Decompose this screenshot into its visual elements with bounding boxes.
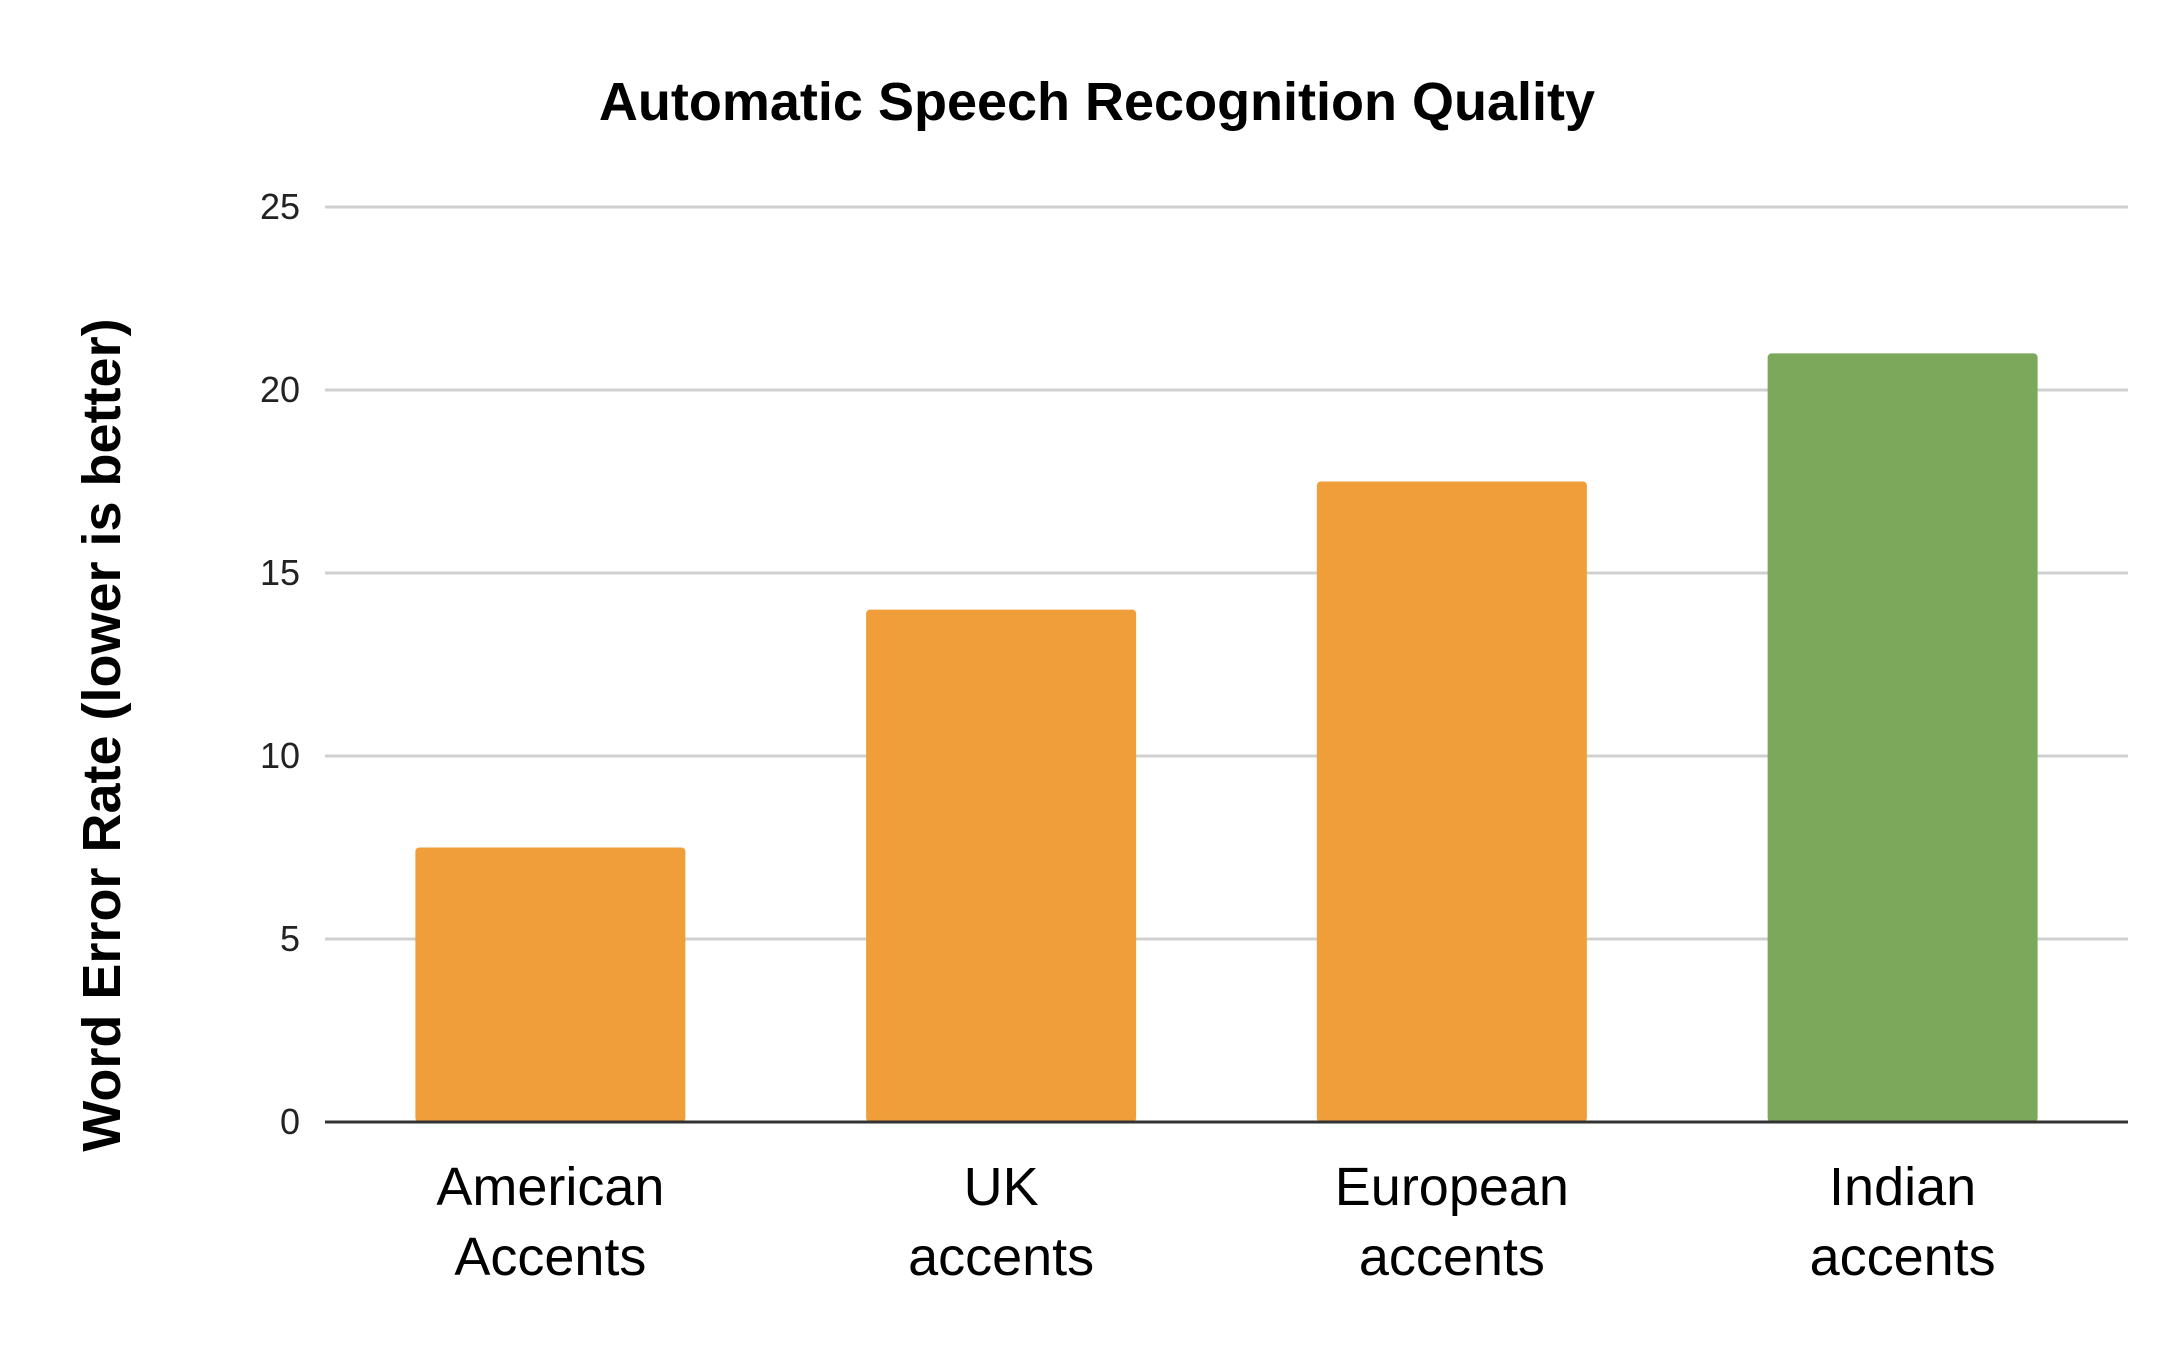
y-tick-label: 0 bbox=[280, 1101, 300, 1142]
x-tick-label: American Accents bbox=[436, 1157, 664, 1287]
chart-title: Automatic Speech Recognition Quality bbox=[599, 72, 1595, 132]
y-axis-ticks: 0 5 10 15 20 25 bbox=[260, 186, 300, 1142]
y-tick-label: 5 bbox=[280, 918, 300, 959]
y-tick-label: 20 bbox=[260, 369, 300, 410]
y-tick-label: 25 bbox=[260, 186, 300, 227]
bars bbox=[415, 353, 2038, 1122]
bar bbox=[1767, 353, 2038, 1122]
x-tick-label: Indian accents bbox=[1810, 1157, 1996, 1287]
x-tick-label: UK accents bbox=[908, 1157, 1094, 1287]
y-axis-label: Word Error Rate (lower is better) bbox=[72, 318, 132, 1151]
x-tick-label: European accents bbox=[1335, 1157, 1569, 1287]
y-tick-label: 15 bbox=[260, 552, 300, 593]
bar bbox=[415, 847, 686, 1122]
x-axis-ticks: American Accents UK accents European accents I… bbox=[436, 1157, 1995, 1287]
bar bbox=[866, 609, 1137, 1122]
y-tick-label: 10 bbox=[260, 735, 300, 776]
bar bbox=[1316, 481, 1587, 1122]
